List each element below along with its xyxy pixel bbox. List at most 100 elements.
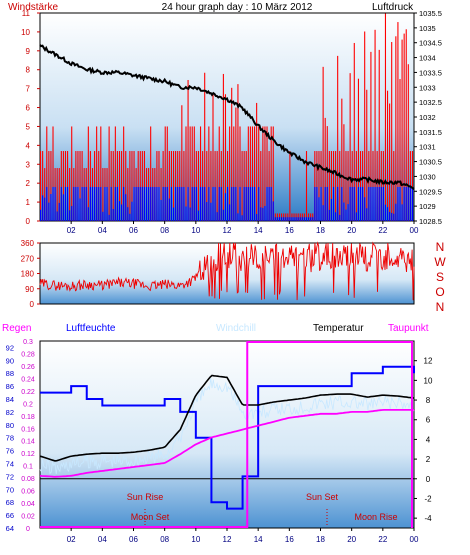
windchill-line [39, 378, 415, 475]
windstaerke-tick-label: 9 [26, 47, 31, 56]
humidity-tick-label: 84 [6, 395, 14, 404]
rain-tick-label: 0.2 [23, 401, 33, 408]
rain-line [40, 341, 413, 528]
pressure-line [39, 44, 415, 191]
humidity-tick-label: 76 [6, 447, 14, 456]
direction-tick-label: 90 [25, 285, 34, 294]
x-tick-label: 04 [98, 226, 107, 235]
luftdruck-tick-label: 1028.5 [419, 217, 442, 226]
x-tick-label: 16 [285, 535, 294, 544]
moon-rise-label: Moon Rise [354, 512, 397, 522]
rain-tick-label: 0.12 [21, 451, 35, 458]
direction-tick-label: 360 [21, 239, 35, 248]
rain-tick-label: 0.16 [21, 426, 35, 433]
temp-tick-label: 2 [426, 455, 431, 464]
legend-taupunkt: Taupunkt [388, 323, 429, 334]
x-tick-label: 02 [67, 535, 76, 544]
moon-set-label: Moon Set [131, 512, 170, 522]
x-tick-label: 10 [191, 226, 200, 235]
direction-tick-label: 0 [30, 300, 35, 309]
luftdruck-tick-label: 1034.5 [419, 39, 442, 48]
x-tick-label: 12 [223, 226, 232, 235]
luftdruck-tick-label: 1034 [419, 54, 436, 63]
humidity-tick-label: 90 [6, 356, 14, 365]
temp-tick-label: -2 [424, 494, 432, 503]
humidity-tick-label: 68 [6, 498, 14, 507]
rain-tick-label: 0.22 [21, 389, 35, 396]
windstaerke-tick-label: 8 [26, 66, 31, 75]
chart-title: 24 hour graph day : 10 März 2012 [162, 2, 313, 13]
sun-set-label: Sun Set [306, 492, 339, 502]
windstaerke-tick-label: 0 [26, 217, 31, 226]
x-tick-label: 18 [316, 535, 325, 544]
humidity-tick-label: 66 [6, 511, 14, 520]
weather-plot-area [39, 340, 415, 529]
rain-tick-label: 0.14 [21, 439, 35, 446]
sun-rise-label: Sun Rise [127, 492, 164, 502]
compass-label: S [436, 270, 444, 284]
x-tick-label: 00 [410, 535, 419, 544]
windstaerke-tick-label: 4 [26, 141, 31, 150]
x-tick-label: 06 [129, 226, 138, 235]
luftdruck-tick-label: 1033.5 [419, 68, 442, 77]
humidity-tick-label: 86 [6, 382, 14, 391]
rain-tick-label: 0.06 [21, 489, 35, 496]
humidity-tick-label: 64 [6, 524, 14, 533]
x-tick-label: 14 [254, 226, 263, 235]
windstaerke-label: Windstärke [8, 2, 58, 13]
direction-tick-label: 180 [21, 270, 35, 279]
luftdruck-label: Luftdruck [372, 2, 414, 13]
compass-label: O [435, 285, 444, 299]
temp-tick-label: 12 [424, 357, 433, 366]
luftdruck-tick-label: 1032 [419, 113, 436, 122]
luftdruck-tick-label: 1031.5 [419, 128, 442, 137]
temp-tick-label: 4 [426, 435, 431, 444]
luftdruck-tick-label: 1029.5 [419, 187, 442, 196]
x-tick-label: 22 [378, 535, 387, 544]
x-tick-label: 18 [316, 226, 325, 235]
legend-luftfeuchte: Luftfeuchte [66, 323, 116, 334]
windstaerke-tick-label: 7 [26, 85, 31, 94]
x-tick-label: 00 [410, 226, 419, 235]
x-tick-label: 22 [378, 226, 387, 235]
luftdruck-tick-label: 1035.5 [419, 9, 442, 18]
x-tick-label: 14 [254, 535, 263, 544]
temp-tick-label: 8 [426, 396, 431, 405]
luftdruck-tick-label: 1029 [419, 202, 436, 211]
x-tick-label: 16 [285, 226, 294, 235]
windstaerke-tick-label: 1 [26, 198, 31, 207]
rain-tick-label: 0.24 [21, 376, 35, 383]
compass-label: N [436, 300, 445, 314]
legend-regen: Regen [2, 323, 31, 334]
legend-temperatur: Temperatur [313, 323, 364, 334]
windstaerke-tick-label: 3 [26, 160, 31, 169]
x-tick-label: 20 [347, 226, 356, 235]
temp-tick-label: 10 [424, 376, 433, 385]
humidity-tick-label: 78 [6, 434, 14, 443]
rain-tick-label: 0.26 [21, 364, 35, 371]
x-tick-label: 12 [223, 535, 232, 544]
humidity-tick-label: 92 [6, 343, 14, 352]
windstaerke-tick-label: 10 [21, 28, 30, 37]
x-tick-label: 10 [191, 535, 200, 544]
rain-tick-label: 0.04 [21, 501, 35, 508]
humidity-tick-label: 80 [6, 421, 14, 430]
x-tick-label: 06 [129, 535, 138, 544]
x-tick-label: 08 [160, 535, 169, 544]
temp-tick-label: 6 [426, 416, 431, 425]
humidity-tick-label: 88 [6, 369, 14, 378]
rain-tick-label: 0 [26, 526, 30, 533]
x-tick-label: 08 [160, 226, 169, 235]
humidity-line [40, 365, 415, 510]
x-tick-label: 02 [67, 226, 76, 235]
humidity-tick-label: 72 [6, 472, 14, 481]
temperature-line [39, 374, 415, 462]
luftdruck-tick-label: 1031 [419, 143, 436, 152]
x-tick-label: 20 [347, 535, 356, 544]
rain-tick-label: 0.02 [21, 514, 35, 521]
humidity-tick-label: 82 [6, 408, 14, 417]
direction-tick-label: 270 [21, 254, 35, 263]
luftdruck-tick-label: 1030.5 [419, 158, 442, 167]
